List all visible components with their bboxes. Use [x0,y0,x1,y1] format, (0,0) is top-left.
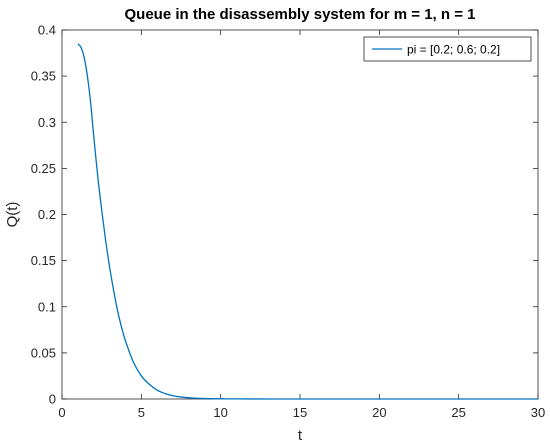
y-tick-label: 0.3 [38,115,56,130]
plot-area [61,29,539,400]
x-tick-label: 15 [293,405,307,420]
y-tick-label: 0.25 [31,161,56,176]
y-tick-label: 0.05 [31,345,56,360]
x-tick-label: 20 [372,405,386,420]
axis-ticks: 0 5 10 15 20 25 30 0 0.05 0.1 0.15 0.2 0.25 0.3 0.35 0.… [31,23,546,421]
x-axis-label: t [298,427,303,444]
x-tick-label: 0 [58,405,65,420]
x-tick-label: 30 [531,405,545,420]
y-axis-label: Q(t) [4,202,21,228]
x-tick-label: 25 [451,405,465,420]
y-tick-label: 0.4 [38,23,56,38]
y-tick-label: 0.35 [31,69,56,84]
chart-title: Queue in the disassembly system for m = … [125,6,476,23]
legend: pi = [0.2; 0.6; 0.2] [363,36,532,62]
y-tick-label: 0.2 [38,207,56,222]
legend-label: pi = [0.2; 0.6; 0.2] [407,43,500,57]
y-tick-label: 0.1 [38,299,56,314]
x-tick-label: 5 [138,405,145,420]
series-line [77,43,538,400]
x-tick-label: 10 [213,405,227,420]
y-tick-label: 0 [49,392,56,407]
y-tick-label: 0.15 [31,253,56,268]
